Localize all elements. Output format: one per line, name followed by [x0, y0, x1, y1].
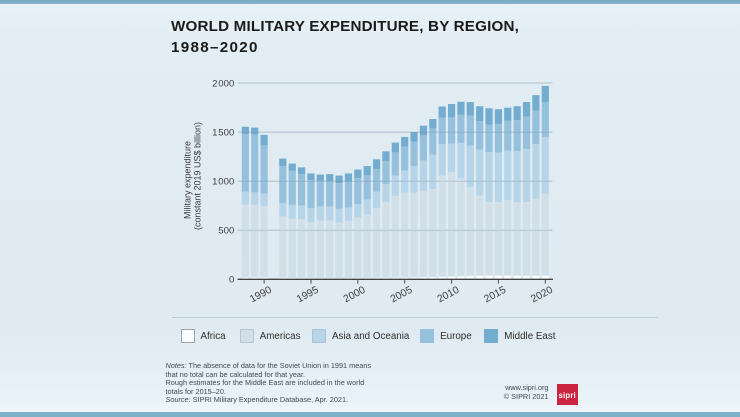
svg-text:2000: 2000 [342, 285, 368, 306]
svg-text:2005: 2005 [389, 285, 415, 306]
svg-text:2020: 2020 [529, 285, 555, 306]
svg-text:2 000: 2 000 [212, 78, 234, 89]
svg-text:0: 0 [229, 275, 234, 286]
svg-text:1995: 1995 [295, 285, 321, 306]
svg-text:1990: 1990 [248, 285, 274, 306]
svg-text:Military expenditure: Military expenditure [182, 141, 192, 219]
svg-text:(constant 2019 US$ billion): (constant 2019 US$ billion) [192, 122, 202, 230]
svg-text:1 500: 1 500 [212, 128, 234, 139]
svg-text:1 000: 1 000 [212, 177, 234, 188]
svg-text:2010: 2010 [436, 285, 462, 306]
svg-text:500: 500 [218, 226, 234, 237]
svg-text:2015: 2015 [483, 285, 509, 306]
